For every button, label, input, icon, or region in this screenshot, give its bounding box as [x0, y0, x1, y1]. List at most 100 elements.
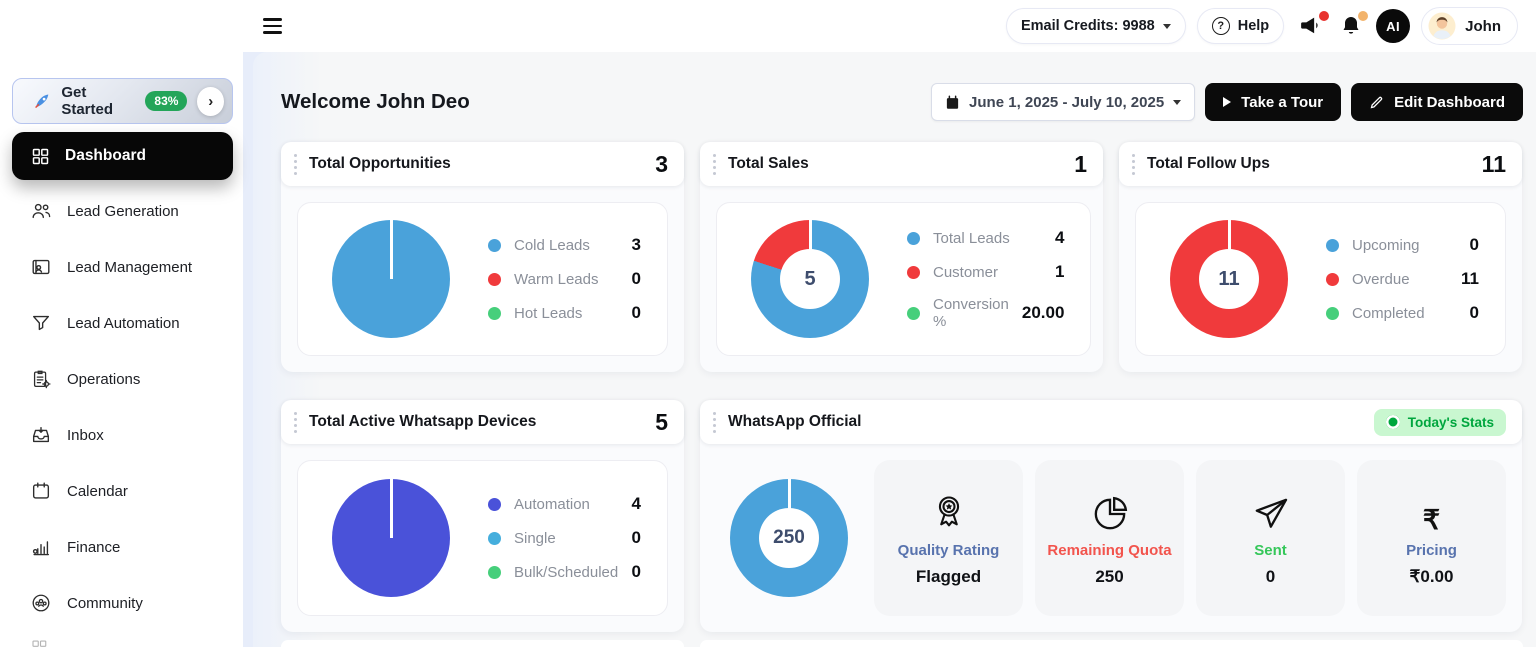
finance-chart-icon [32, 541, 50, 556]
sidebar-item-label: Dashboard [65, 147, 146, 164]
sidebar-item-lead-management[interactable]: Lead Management [0, 252, 243, 282]
edit-dashboard-label: Edit Dashboard [1394, 93, 1505, 111]
follow-ups-donut-chart: 11 [1170, 220, 1288, 338]
play-icon [1223, 97, 1232, 107]
chart-legend: Upcoming 0 Overdue 11 Completed 0 [1326, 235, 1481, 323]
sidebar-item-operations[interactable]: Operations [0, 364, 243, 394]
sidebar-item-inbox[interactable]: Inbox [0, 420, 243, 450]
card-header: Total Follow Ups 11 [1119, 142, 1522, 186]
chevron-right-icon[interactable]: › [197, 86, 224, 116]
sidebar-item-calendar[interactable]: Calendar [0, 476, 243, 506]
card-title: Total Active Whatsapp Devices [309, 413, 537, 430]
page-title: Welcome John Deo [281, 90, 470, 114]
avatar [1428, 12, 1456, 40]
chart-panel: Cold Leads 3 Warm Leads 0 Hot Leads 0 [297, 202, 668, 356]
stat-value: Flagged [915, 566, 982, 586]
card-header: WhatsApp Official Today's Stats [700, 400, 1522, 444]
sidebar-item-lead-automation[interactable]: Lead Automation [0, 308, 243, 338]
take-tour-button[interactable]: Take a Tour [1205, 83, 1342, 121]
sidebar-item-lead-generation[interactable]: Lead Generation [0, 196, 243, 226]
sidebar-item-label: Operations [67, 370, 141, 388]
get-started-button[interactable]: Get Started 83% › [12, 78, 233, 124]
drag-handle-icon[interactable] [291, 408, 300, 437]
stat-label: Sent [1254, 541, 1287, 559]
calendar-icon [946, 95, 959, 109]
legend-dot [488, 565, 501, 579]
help-button[interactable]: ? Help [1196, 8, 1285, 44]
chevron-down-icon [1173, 99, 1182, 105]
legend-dot [488, 238, 501, 252]
get-started-label: Get Started [61, 84, 114, 118]
legend-dot [907, 306, 920, 320]
welcome-user-name: John Deo [376, 90, 470, 113]
card-whatsapp-official: WhatsApp Official Today's Stats 250 [700, 400, 1522, 632]
drag-handle-icon[interactable] [710, 150, 719, 179]
sidebar-menu: Lead Generation Lead Management Lead Aut… [0, 196, 243, 618]
drag-handle-icon[interactable] [710, 408, 719, 437]
card-title: Total Sales [728, 155, 809, 172]
sidebar-item-finance[interactable]: Finance [0, 532, 243, 562]
question-icon: ? [1211, 17, 1230, 35]
chart-panel: 11 Upcoming 0 Overdue 11 Completed 0 [1135, 202, 1506, 356]
notifications-button[interactable] [1337, 11, 1369, 40]
devices-pie-chart [332, 479, 450, 597]
opportunities-pie-chart [332, 220, 450, 338]
legend-item: Bulk/Scheduled 0 [488, 562, 641, 582]
megaphone-icon [1301, 17, 1318, 33]
pencil-icon [1370, 96, 1383, 108]
stat-label: Pricing [1406, 541, 1457, 559]
card-header: Total Opportunities 3 [281, 142, 684, 186]
get-started-progress-badge: 83% [145, 91, 188, 111]
card-header: Total Active Whatsapp Devices 5 [281, 400, 684, 444]
partial-menu-icon [32, 640, 47, 647]
legend-item: Customer 1 [907, 262, 1064, 282]
date-range-value: June 1, 2025 - July 10, 2025 [969, 93, 1165, 111]
stat-value: 250 [1095, 566, 1124, 586]
card-title: WhatsApp Official [728, 413, 862, 430]
legend-item: Cold Leads 3 [488, 235, 641, 255]
stat-label: Remaining Quota [1047, 541, 1172, 559]
legend-dot [488, 531, 501, 545]
card-total-sales: Total Sales 1 5 Total Leads 4 Customer 1 C… [700, 142, 1103, 372]
next-row-card-peek [281, 640, 684, 647]
donut-center-value: 250 [773, 527, 805, 548]
legend-item: Upcoming 0 [1326, 235, 1479, 255]
legend-dot [1326, 306, 1339, 320]
legend-dot [488, 497, 501, 511]
sidebar: Get Started 83% › Dashboard Lead Generat… [0, 0, 243, 647]
funnel-icon [32, 315, 50, 331]
send-icon [1255, 498, 1287, 528]
sidebar-item-label: Inbox [67, 426, 104, 444]
card-total-value: 5 [655, 408, 668, 435]
ai-assistant-button[interactable]: AI [1376, 9, 1411, 43]
sidebar-item-community[interactable]: Community [0, 588, 243, 618]
legend-item: Total Leads 4 [907, 228, 1064, 248]
date-range-picker[interactable]: June 1, 2025 - July 10, 2025 [931, 83, 1196, 121]
legend-item: Completed 0 [1326, 303, 1479, 323]
edit-dashboard-button[interactable]: Edit Dashboard [1351, 83, 1523, 121]
take-tour-label: Take a Tour [1241, 93, 1324, 111]
chart-legend: Automation 4 Single 0 Bulk/Scheduled 0 [488, 494, 643, 582]
legend-dot [1326, 238, 1339, 252]
sidebar-item-dashboard[interactable]: Dashboard [12, 132, 233, 180]
topbar: Email Credits: 9988 ? Help AI [243, 0, 1536, 52]
announcements-button[interactable] [1295, 10, 1330, 41]
card-header: Total Sales 1 [700, 142, 1103, 186]
clipboard-gear-icon [33, 370, 51, 389]
quota-donut-chart: 250 [730, 479, 848, 597]
hamburger-menu-icon[interactable] [263, 18, 282, 34]
card-title: Total Opportunities [309, 155, 451, 172]
card-whatsapp-devices: Total Active Whatsapp Devices 5 Automati… [281, 400, 684, 632]
donut-center-value: 11 [1218, 267, 1240, 290]
email-credits-button[interactable]: Email Credits: 9988 [1005, 8, 1186, 44]
welcome-prefix: Welcome [281, 90, 371, 113]
stat-tile-remaining-quota: Remaining Quota 250 [1035, 460, 1184, 616]
todays-stats-badge: Today's Stats [1373, 408, 1506, 436]
award-icon [938, 495, 959, 526]
sidebar-item-label: Finance [67, 538, 121, 556]
user-menu-button[interactable]: John [1421, 7, 1518, 45]
drag-handle-icon[interactable] [291, 150, 300, 179]
drag-handle-icon[interactable] [1129, 150, 1138, 179]
sidebar-item-label: Lead Generation [67, 202, 179, 220]
chart-legend: Total Leads 4 Customer 1 Conversion % 20.00 [907, 228, 1066, 330]
